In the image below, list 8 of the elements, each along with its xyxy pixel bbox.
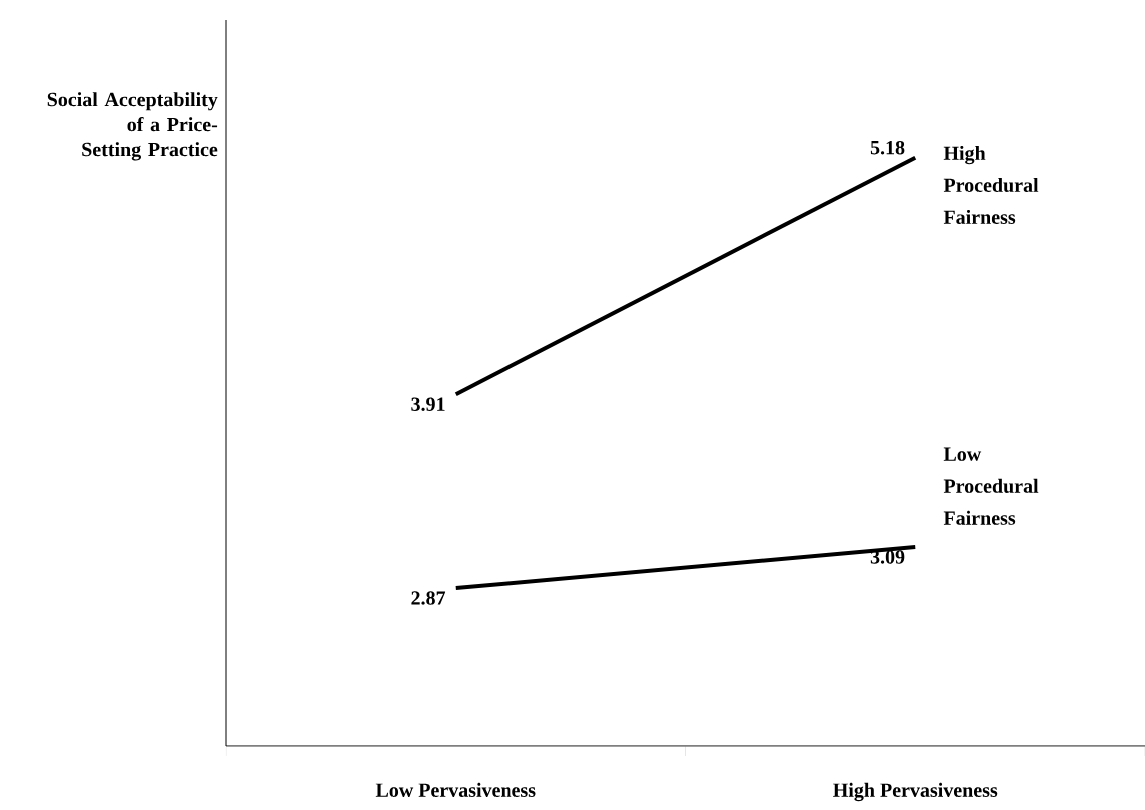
data-label: 5.18 — [870, 140, 905, 155]
data-label: 3.91 — [411, 397, 445, 412]
x-tick-label: Low Pervasiveness — [375, 782, 536, 797]
series-label: Low Procedural Fairness — [943, 447, 1039, 525]
y-axis-title: Social Acceptability of a Price-Setting Practice — [47, 92, 218, 161]
data-label: 2.87 — [411, 591, 446, 605]
x-tick-label: High Pervasiveness — [833, 782, 998, 802]
series-label: High Procedural Fairness — [943, 145, 1039, 224]
